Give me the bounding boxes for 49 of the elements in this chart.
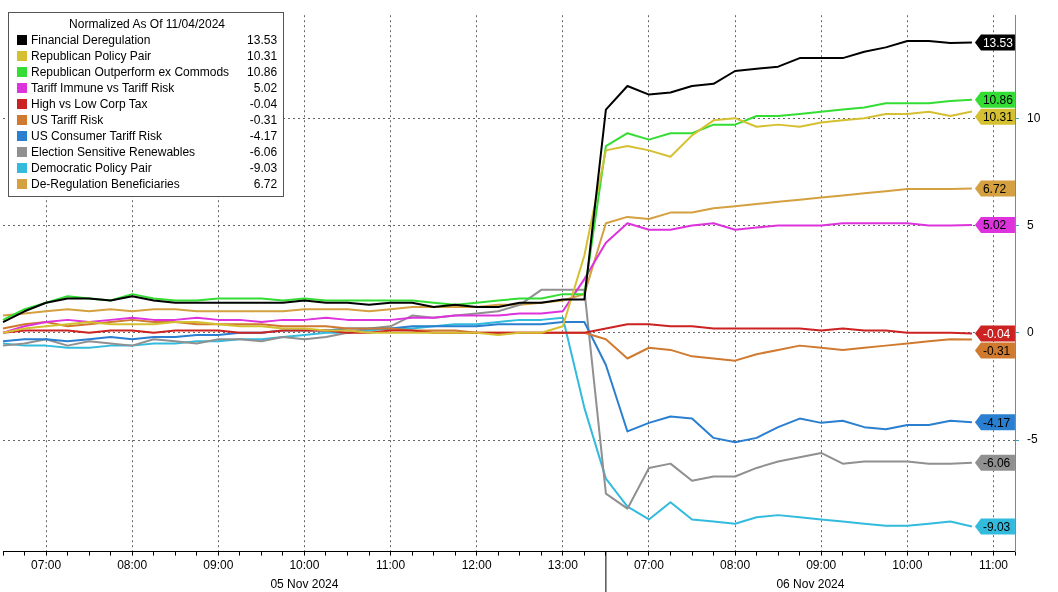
- text: 10.86: [247, 65, 278, 79]
- legend-label: US Consumer Tariff Risk: [31, 128, 163, 144]
- text: 5.02: [253, 81, 278, 95]
- y-tick-label: 10: [1027, 110, 1041, 125]
- legend-title: Normalized As Of 11/04/2024: [68, 16, 226, 32]
- text: -6.06: [249, 145, 278, 159]
- text: -0.31: [249, 113, 278, 127]
- text: -4.17: [249, 129, 278, 143]
- x-tick-label: 13:00: [547, 558, 579, 573]
- x-tick-label: 11:00: [376, 558, 406, 573]
- x-tick-label: 09:00: [806, 558, 837, 573]
- x-tick-label: 10:00: [289, 558, 320, 573]
- data-label: -6.06: [982, 456, 1011, 471]
- data-label: 6.72: [982, 181, 1007, 196]
- y-tick-label: -5: [1027, 432, 1038, 447]
- text: 05 Nov 2024: [270, 577, 339, 592]
- data-label: 13.53: [982, 35, 1014, 50]
- text: 6.72: [253, 177, 278, 191]
- x-tick-label: 07:00: [31, 558, 62, 573]
- y-tick-label: 5: [1027, 217, 1034, 232]
- legend-label: US Tariff Risk: [31, 112, 105, 128]
- legend-label: Tariff Immune vs Tariff Risk: [31, 80, 176, 96]
- data-label: -9.03: [982, 519, 1011, 534]
- legend-label: Election Sensitive Renewables: [31, 144, 197, 160]
- legend-label: Republican Policy Pair: [31, 48, 153, 64]
- data-label: 5.02: [982, 218, 1007, 233]
- legend-label: High vs Low Corp Tax: [31, 96, 149, 112]
- data-label: 10.86: [982, 93, 1014, 108]
- text: -0.04: [249, 97, 278, 111]
- y-tick-label: 0: [1027, 325, 1034, 340]
- legend-label: Republican Outperform ex Commods: [31, 64, 231, 80]
- data-label: -0.04: [982, 326, 1011, 341]
- legend-label: De-Regulation Beneficiaries: [31, 176, 181, 192]
- legend-label: Financial Deregulation: [31, 32, 152, 48]
- x-tick-label: 09:00: [203, 558, 234, 573]
- data-label: -0.31: [982, 343, 1011, 358]
- text: -9.03: [249, 161, 278, 175]
- data-label: 10.31: [982, 110, 1014, 125]
- legend-label: Democratic Policy Pair: [31, 160, 153, 176]
- x-tick-label: 11:00: [978, 558, 1009, 573]
- x-tick-label: 08:00: [117, 558, 148, 573]
- text: 13.53: [247, 33, 278, 47]
- text: 10.31: [247, 49, 278, 63]
- x-tick-label: 08:00: [720, 558, 751, 573]
- x-tick-label: 10:00: [892, 558, 923, 573]
- x-tick-label: 07:00: [633, 558, 665, 573]
- data-label: -4.17: [982, 415, 1011, 430]
- text: 06 Nov 2024: [776, 577, 845, 592]
- x-tick-label: 12:00: [461, 558, 493, 573]
